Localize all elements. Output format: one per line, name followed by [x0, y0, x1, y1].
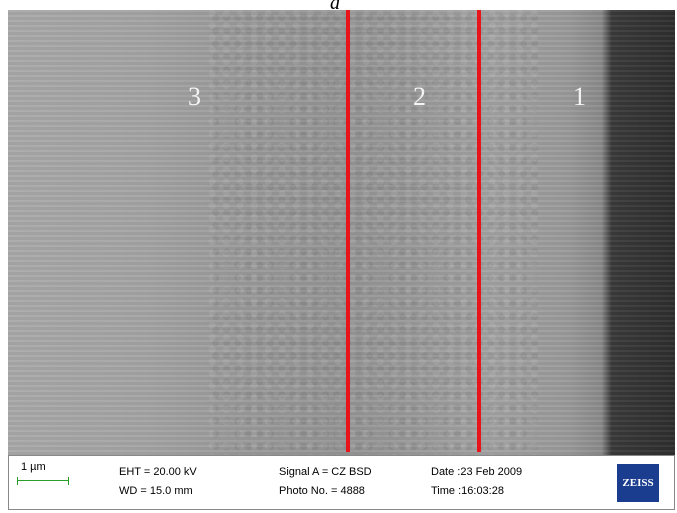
eht: EHT = 20.00 kV: [119, 466, 197, 478]
region-label: 3: [188, 82, 201, 112]
region-label: 1: [573, 82, 586, 112]
boundary-line: [346, 10, 350, 452]
scale-label: 1 µm: [21, 461, 46, 473]
boundary-line: [477, 10, 481, 452]
texture: [208, 10, 538, 455]
micrograph: 3 2 1: [8, 10, 675, 455]
wd: WD = 15.0 mm: [119, 485, 193, 497]
time: Time :16:03:28: [431, 485, 504, 497]
info-bar: 1 µm EHT = 20.00 kV WD = 15.0 mm Signal …: [8, 455, 675, 510]
signal: Signal A = CZ BSD: [279, 466, 372, 478]
page: a 3 2 1 1 µm EHT = 20.00 kV WD = 15.0 mm…: [0, 0, 677, 513]
scale-bar: [17, 477, 69, 485]
region-label: 2: [413, 82, 426, 112]
logo: ZEISS: [617, 464, 659, 502]
photo-no: Photo No. = 4888: [279, 485, 365, 497]
date: Date :23 Feb 2009: [431, 466, 522, 478]
